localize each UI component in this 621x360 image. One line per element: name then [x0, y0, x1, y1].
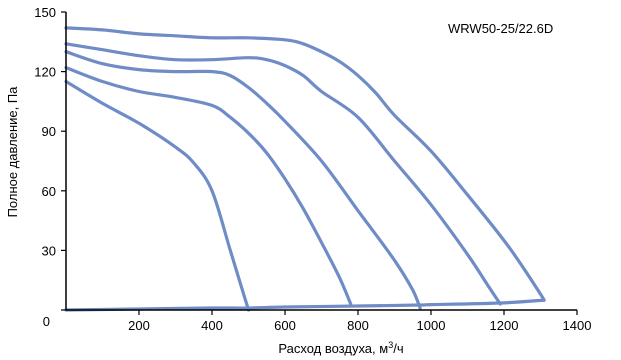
x-axis-title: Расход воздуха, м3/ч: [278, 340, 403, 356]
y-tick-label: 30: [42, 243, 56, 258]
x-tick-label: 400: [201, 318, 223, 333]
x-tick-label: 1000: [417, 318, 446, 333]
x-tick-label: 1200: [490, 318, 519, 333]
x-tick-label: 200: [128, 318, 150, 333]
y-tick-label: 120: [34, 65, 56, 80]
performance-curve-4: [64, 66, 353, 306]
x-tick-label: 1400: [563, 318, 592, 333]
y-ticks-group: 0 30 60 90 120 150: [34, 5, 66, 329]
performance-curve-1: [64, 26, 546, 302]
performance-curve-6: [64, 298, 546, 312]
x-axis-title-sup: 3: [388, 340, 393, 350]
y-axis-title: Полное давление, Па: [5, 86, 20, 218]
performance-curve-5: [64, 79, 251, 312]
curves-group: [64, 26, 546, 312]
x-ticks-group: 200 400 600 800 1000 1200 1400: [128, 310, 591, 333]
y-tick-label: 60: [42, 184, 56, 199]
y-tick-label: 150: [34, 5, 56, 20]
axes-group: [65, 12, 577, 311]
x-axis-title-suffix: /ч: [393, 341, 403, 356]
model-label: WRW50-25/22.6D: [448, 21, 553, 36]
performance-curve-2: [64, 42, 502, 306]
x-tick-label: 800: [347, 318, 369, 333]
x-axis-title-main: Расход воздуха, м: [278, 341, 388, 356]
y-tick-label: 0: [43, 314, 50, 329]
y-tick-label: 90: [42, 124, 56, 139]
performance-curve-3: [64, 50, 422, 310]
x-tick-label: 600: [274, 318, 296, 333]
